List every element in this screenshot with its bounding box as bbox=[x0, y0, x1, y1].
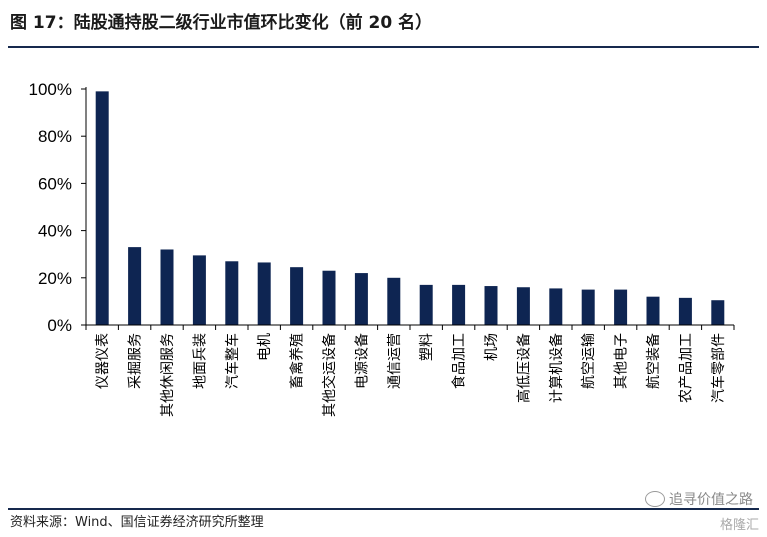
bar bbox=[95, 91, 109, 325]
bar bbox=[581, 289, 595, 325]
x-category-label: 畜禽养殖 bbox=[289, 333, 306, 389]
x-category-label: 食品加工 bbox=[451, 333, 468, 389]
x-category-label: 汽车整车 bbox=[224, 333, 241, 389]
wechat-watermark: 追寻价值之路 bbox=[645, 489, 753, 509]
bar bbox=[678, 297, 692, 325]
x-category-label: 农产品加工 bbox=[678, 333, 694, 403]
x-category-label: 采掘服务 bbox=[128, 333, 144, 389]
x-category-label: 其他交运设备 bbox=[321, 333, 338, 417]
bar bbox=[549, 288, 563, 325]
y-tick-label: 60% bbox=[38, 174, 72, 193]
x-category-label: 电机 bbox=[257, 333, 273, 361]
y-tick-label: 20% bbox=[38, 269, 72, 288]
y-axis: 0% 20% 40% 60% 80% 100% bbox=[29, 80, 87, 335]
bar bbox=[225, 261, 239, 325]
x-category-label: 汽车零部件 bbox=[710, 333, 727, 403]
bar bbox=[484, 286, 498, 325]
bar bbox=[516, 287, 530, 325]
bar bbox=[290, 267, 304, 325]
title-rule bbox=[8, 46, 759, 48]
bar bbox=[354, 273, 368, 325]
x-category-label: 航空运输 bbox=[581, 333, 597, 389]
x-category-label: 地面兵装 bbox=[192, 333, 208, 389]
x-category-label: 其他休闲服务 bbox=[160, 333, 176, 417]
x-category-label: 塑料 bbox=[419, 333, 435, 361]
bar bbox=[614, 289, 628, 325]
chart-title: 图 17：陆股通持股二级行业市值环比变化（前 20 名） bbox=[10, 13, 433, 33]
x-category-label: 航空装备 bbox=[645, 333, 662, 389]
wechat-icon bbox=[645, 491, 665, 507]
y-tick-label: 40% bbox=[38, 222, 72, 241]
x-category-label: 电源设备 bbox=[353, 333, 370, 389]
x-category-label: 高低压设备 bbox=[515, 333, 532, 403]
bar bbox=[452, 284, 466, 325]
x-category-label: 其他电子 bbox=[614, 333, 630, 389]
x-category-label: 通信运营 bbox=[387, 333, 403, 389]
y-tick-label: 100% bbox=[29, 80, 72, 99]
bar bbox=[387, 277, 401, 325]
bar bbox=[257, 262, 271, 325]
bar bbox=[646, 296, 660, 325]
y-tick-label: 0% bbox=[47, 316, 72, 335]
y-tick-label: 80% bbox=[38, 127, 72, 146]
bar bbox=[128, 247, 142, 325]
bar bbox=[322, 270, 336, 325]
bar-series bbox=[95, 91, 725, 325]
x-category-label: 机场 bbox=[484, 333, 500, 361]
watermark-text: 追寻价值之路 bbox=[669, 492, 753, 508]
footer-rule bbox=[8, 508, 759, 510]
bar bbox=[711, 300, 725, 325]
x-category-label: 计算机设备 bbox=[548, 333, 565, 403]
brand-watermark: 格隆汇 bbox=[719, 518, 759, 533]
source-note: 资料来源：Wind、国信证券经济研究所整理 bbox=[10, 515, 264, 530]
bar bbox=[192, 255, 206, 325]
bar bbox=[160, 249, 174, 325]
bar bbox=[419, 284, 433, 325]
x-axis: 仪器仪表 采掘服务 其他休闲服务 地面兵装 汽车整车 电机 畜禽养殖 其他交运设备 电源设备 通信… bbox=[85, 324, 735, 417]
x-category-label: 仪器仪表 bbox=[95, 333, 111, 389]
bar-chart: 0% 20% 40% 60% 80% 100% 仪器仪表 采掘服务 其他休闲服务 地面兵装 汽车整… bbox=[29, 80, 735, 417]
